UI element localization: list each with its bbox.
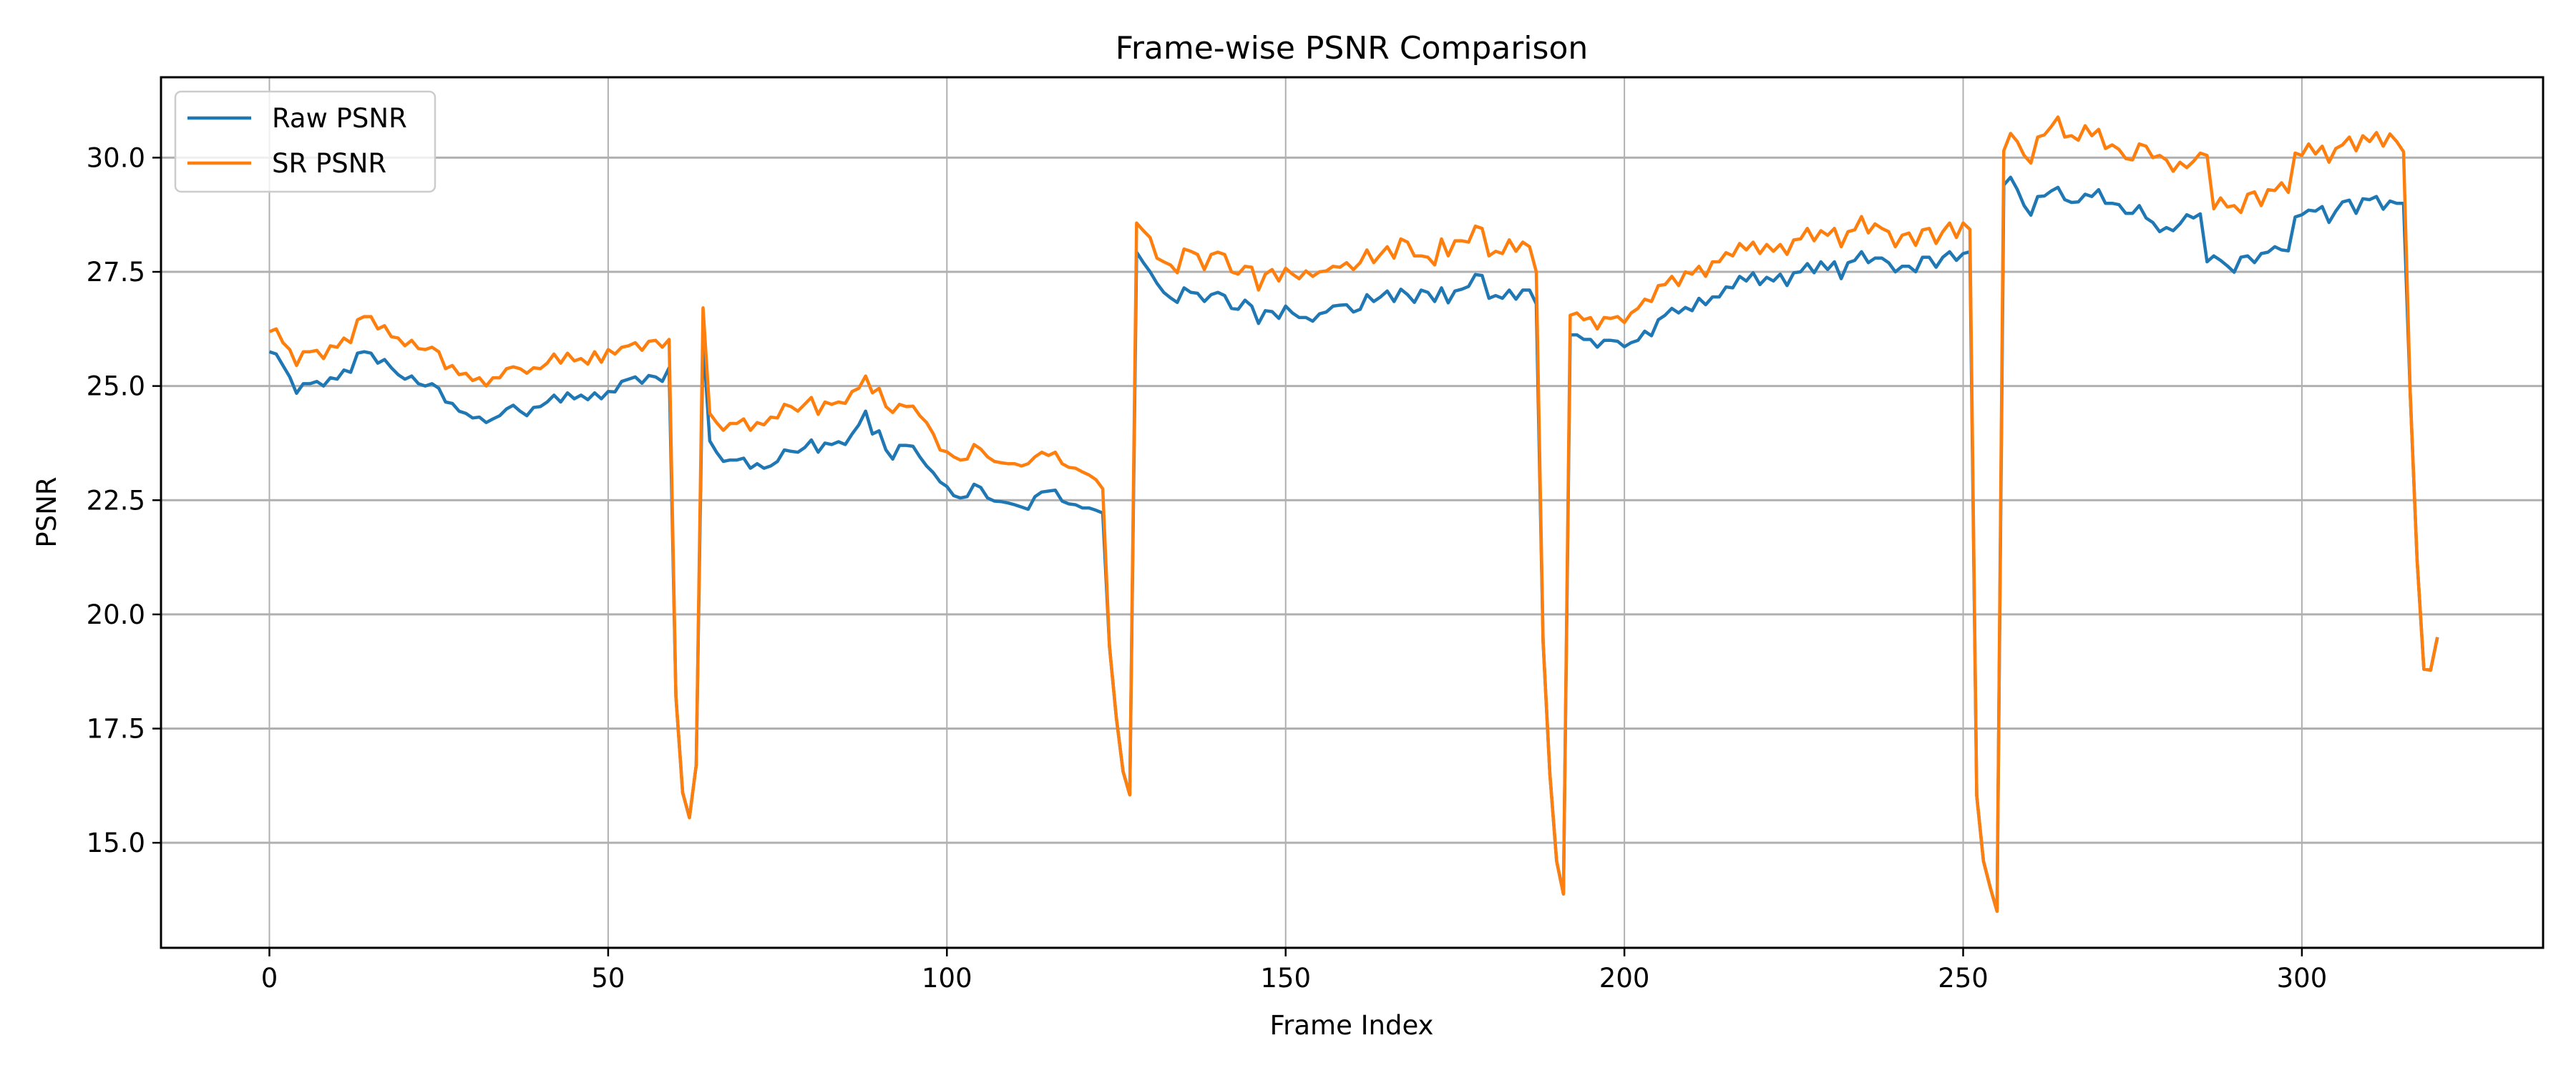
legend: Raw PSNR SR PSNR	[174, 90, 436, 193]
y-tick-label: 27.5	[87, 257, 145, 288]
y-tick-label: 15.0	[87, 828, 145, 858]
y-tick-label: 17.5	[87, 714, 145, 745]
x-tick-label: 300	[2277, 963, 2328, 994]
x-tick-label: 50	[591, 963, 625, 994]
grid-lines	[161, 77, 2543, 948]
x-tick-label: 100	[922, 963, 972, 994]
x-tick-label: 0	[261, 963, 278, 994]
y-axis-ticks: 15.0 17.5 20.0 22.5 25.0 27.5 30.0	[87, 142, 161, 858]
data-series	[268, 115, 2439, 913]
sr-psnr-line	[268, 115, 2439, 913]
x-tick-label: 150	[1260, 963, 1311, 994]
axes-frame	[160, 76, 2545, 949]
y-tick-label: 25.0	[87, 371, 145, 402]
raw-psnr-line	[268, 175, 2439, 913]
x-tick-label: 250	[1938, 963, 1989, 994]
y-tick-label: 22.5	[87, 485, 145, 516]
x-axis-ticks: 0 50 100 150 200 250 300	[261, 948, 2328, 994]
y-tick-label: 20.0	[87, 599, 145, 630]
y-tick-label: 30.0	[87, 142, 145, 173]
x-axis-label: Frame Index	[1270, 1010, 1434, 1041]
legend-label-sr-psnr: SR PSNR	[272, 148, 386, 179]
x-tick-label: 200	[1599, 963, 1650, 994]
legend-label-raw-psnr: Raw PSNR	[272, 103, 407, 134]
y-axis-label: PSNR	[31, 476, 62, 547]
chart-title: Frame-wise PSNR Comparison	[1116, 30, 1589, 67]
